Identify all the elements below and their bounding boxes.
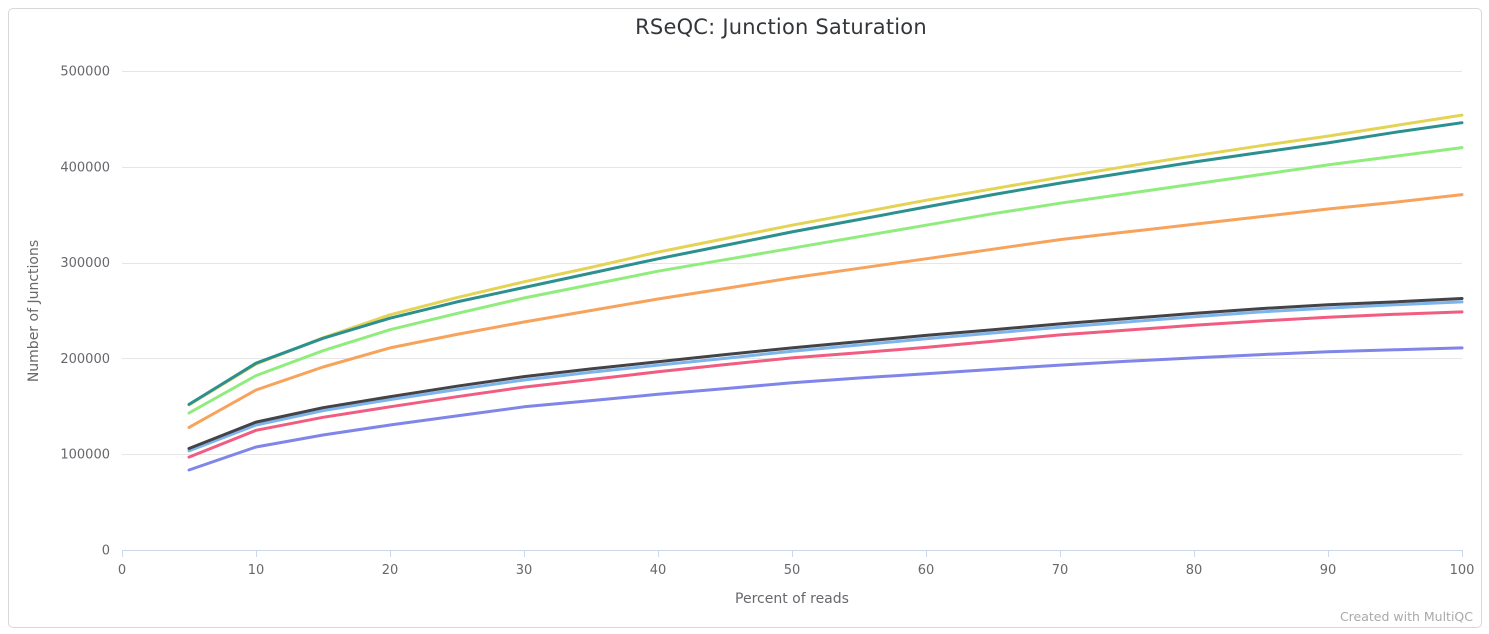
chart-title: RSeQC: Junction Saturation — [635, 15, 927, 39]
x-tick-label-60: 60 — [918, 563, 935, 578]
x-tick-label-40: 40 — [650, 563, 667, 578]
report-plot-card — [8, 8, 1482, 628]
x-tick-label-70: 70 — [1052, 563, 1069, 578]
series-line-series-8-teal[interactable] — [187, 121, 1464, 406]
x-tick-label-90: 90 — [1320, 563, 1337, 578]
x-tick-label-100: 100 — [1450, 563, 1475, 578]
x-axis-title: Percent of reads — [735, 591, 849, 607]
multiqc-watermark: Created with MultiQC — [1339, 609, 1473, 624]
y-tick-label-500000: 500000 — [60, 65, 110, 80]
series-line-series-5-purple[interactable] — [187, 346, 1464, 472]
y-tick-label-300000: 300000 — [60, 256, 110, 271]
series-line-series-2-dark-gray[interactable] — [187, 297, 1464, 450]
series-line-series-7-yellow[interactable] — [187, 113, 1464, 407]
y-tick-label-400000: 400000 — [60, 160, 110, 175]
x-tick-label-30: 30 — [516, 563, 533, 578]
x-tick-label-50: 50 — [784, 563, 801, 578]
x-tick-label-0: 0 — [118, 563, 126, 578]
y-tick-label-200000: 200000 — [60, 352, 110, 367]
y-tick-label-0: 0 — [102, 544, 110, 559]
x-tick-label-80: 80 — [1186, 563, 1203, 578]
series-line-series-1-light-blue[interactable] — [187, 300, 1464, 453]
series-line-series-6-pink[interactable] — [187, 310, 1464, 459]
series-line-series-4-orange[interactable] — [187, 193, 1464, 429]
series-line-series-3-green[interactable] — [187, 146, 1464, 415]
x-tick-label-20: 20 — [382, 563, 399, 578]
y-axis-title: Number of Junctions — [26, 239, 42, 383]
x-tick-label-10: 10 — [248, 563, 265, 578]
y-tick-label-100000: 100000 — [60, 448, 110, 463]
